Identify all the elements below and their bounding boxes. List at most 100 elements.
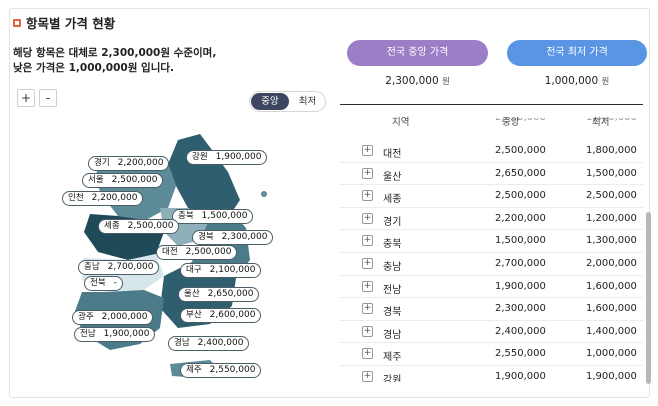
map-label-region: 제주 [186, 365, 202, 375]
map-label-value: 2,500,000 [111, 175, 158, 185]
map-label-region: 충남 [84, 262, 100, 272]
table-scrollbar[interactable] [646, 212, 651, 384]
map-label[interactable]: 경기 2,200,000 [88, 156, 170, 171]
national-median-value: 2,300,000 원 [347, 75, 488, 87]
map-label[interactable]: 인천 2,200,000 [62, 191, 144, 206]
map-label-value: - [113, 278, 117, 288]
map-label[interactable]: 경남 2,400,000 [168, 336, 250, 351]
row-min: 1,400,000 [586, 325, 637, 337]
summary-line-1: 해당 항목은 대체로 2,300,000원 수준이며, [13, 47, 217, 59]
table-row[interactable]: + 강원 1,900,000 1,900,000 [340, 366, 643, 382]
map-label[interactable]: 울산 2,650,000 [178, 287, 260, 302]
map-label[interactable]: 세종 2,500,000 [98, 219, 180, 234]
map-label[interactable]: 제주 2,550,000 [180, 363, 262, 378]
map-label[interactable]: 경북 2,300,000 [192, 230, 274, 245]
row-region: 세종 [383, 194, 402, 206]
row-median: 1,900,000 [495, 280, 546, 292]
expand-plus-icon[interactable]: + [362, 190, 373, 202]
row-min: 1,600,000 [586, 303, 637, 315]
expand-plus-icon[interactable]: + [362, 212, 373, 224]
national-min-button[interactable]: 전국 최저 가격 [507, 40, 647, 66]
map-label-value: 2,100,000 [209, 265, 256, 275]
row-median: 2,400,000 [495, 325, 546, 337]
row-region: 강원 [383, 374, 402, 382]
map-label-region: 서울 [88, 175, 104, 185]
expand-plus-icon[interactable]: + [362, 257, 373, 269]
national-min-unit: 원 [601, 77, 610, 87]
table-row[interactable]: + 충북 1,500,000 1,300,000 [340, 230, 643, 253]
table-row[interactable]: + 경북 2,300,000 1,600,000 [340, 298, 643, 321]
map-label[interactable]: 충남 2,700,000 [78, 260, 160, 275]
expand-plus-icon[interactable]: + [362, 167, 373, 179]
national-median-number: 2,300,000 [385, 75, 439, 87]
map-island-ulleung [261, 191, 267, 197]
price-table[interactable]: 2,500,000 1,800,000 지역 중앙 최저 + 대전 2,500,00… [340, 104, 643, 382]
map-label-value: 2,500,000 [185, 247, 232, 257]
row-region: 제주 [383, 352, 402, 364]
map-label-value: 2,200,000 [117, 158, 164, 168]
row-median: 2,550,000 [495, 348, 546, 360]
map-label[interactable]: 충북 1,500,000 [172, 209, 254, 224]
map-label-region: 세종 [104, 221, 120, 231]
map-label-value: 1,900,000 [103, 329, 150, 339]
toggle-median[interactable]: 중앙 [251, 93, 289, 110]
table-row[interactable]: + 충남 2,700,000 2,000,000 [340, 253, 643, 276]
table-row[interactable]: + 전남 1,900,000 1,600,000 [340, 276, 643, 299]
map-label[interactable]: 광주 2,000,000 [72, 310, 154, 325]
map-label[interactable]: 대구 2,100,000 [180, 263, 262, 278]
expand-plus-icon[interactable]: + [362, 370, 373, 382]
row-median: 2,500,000 [495, 145, 546, 156]
zoom-in-button[interactable]: + [17, 89, 35, 107]
map-label[interactable]: 강원 1,900,000 [186, 150, 268, 165]
map-region-gangwon[interactable] [168, 134, 240, 218]
table-row[interactable]: + 경남 2,400,000 1,400,000 [340, 321, 643, 344]
table-header: 지역 중앙 최저 [340, 105, 643, 131]
map-label-region: 광주 [78, 312, 94, 322]
row-min: 1,300,000 [586, 235, 637, 247]
table-row[interactable]: + 울산 2,650,000 1,500,000 [340, 163, 643, 186]
map-label-value: 2,000,000 [101, 312, 148, 322]
map-label-region: 인천 [68, 193, 84, 203]
scrolled-value: 2,500,000 [495, 118, 546, 123]
map-label[interactable]: 부산 2,600,000 [180, 308, 262, 323]
national-median-button[interactable]: 전국 중앙 가격 [347, 40, 488, 66]
map-label[interactable]: 대전 2,500,000 [156, 245, 238, 260]
scrolled-row-partial: 2,500,000 1,800,000 [340, 118, 643, 130]
median-min-toggle: 중앙 최저 [249, 91, 326, 112]
map-label-value: 2,550,000 [209, 365, 256, 375]
map-label-region: 경북 [198, 232, 214, 242]
toggle-min[interactable]: 최저 [298, 96, 317, 107]
expand-plus-icon[interactable]: + [362, 235, 373, 247]
section-title-text: 항목별 가격 현황 [26, 16, 116, 31]
row-min: 2,500,000 [586, 190, 637, 202]
scrolled-value: 1,800,000 [586, 118, 637, 123]
map-label-value: 2,200,000 [91, 193, 138, 203]
expand-plus-icon[interactable]: + [362, 348, 373, 360]
table-body: + 대전 2,500,000 1,800,000 + 울산 2,650,000 1,500,0… [340, 140, 643, 382]
section-title: 항목별 가격 현황 [13, 13, 115, 32]
row-min: 1,900,000 [586, 370, 637, 382]
row-region: 울산 [383, 171, 402, 183]
table-row[interactable]: + 제주 2,550,000 1,000,000 [340, 343, 643, 366]
national-min-value: 1,000,000 원 [507, 75, 647, 87]
row-min: 1,200,000 [586, 212, 637, 224]
table-row[interactable]: + 경기 2,200,000 1,200,000 [340, 208, 643, 231]
map-label-region: 경남 [174, 338, 190, 348]
row-median: 2,300,000 [495, 303, 546, 315]
expand-plus-icon[interactable]: + [362, 303, 373, 315]
map-label[interactable]: 서울 2,500,000 [82, 173, 164, 188]
expand-plus-icon[interactable]: + [362, 280, 373, 292]
zoom-out-button[interactable]: - [39, 89, 57, 107]
map-label-region: 대전 [162, 247, 178, 257]
table-row[interactable]: + 대전 2,500,000 1,800,000 [340, 140, 643, 163]
map-label[interactable]: 전북 - [84, 276, 123, 291]
map-label[interactable]: 전남 1,900,000 [74, 327, 156, 342]
square-bullet-icon [13, 18, 21, 27]
row-median: 2,200,000 [495, 212, 546, 224]
row-min: 1,800,000 [586, 145, 637, 156]
row-region: 경북 [383, 307, 402, 319]
expand-plus-icon[interactable]: + [362, 325, 373, 337]
table-row[interactable]: + 세종 2,500,000 2,500,000 [340, 185, 643, 208]
expand-plus-icon[interactable]: + [362, 145, 373, 156]
map-label-region: 경기 [94, 158, 110, 168]
